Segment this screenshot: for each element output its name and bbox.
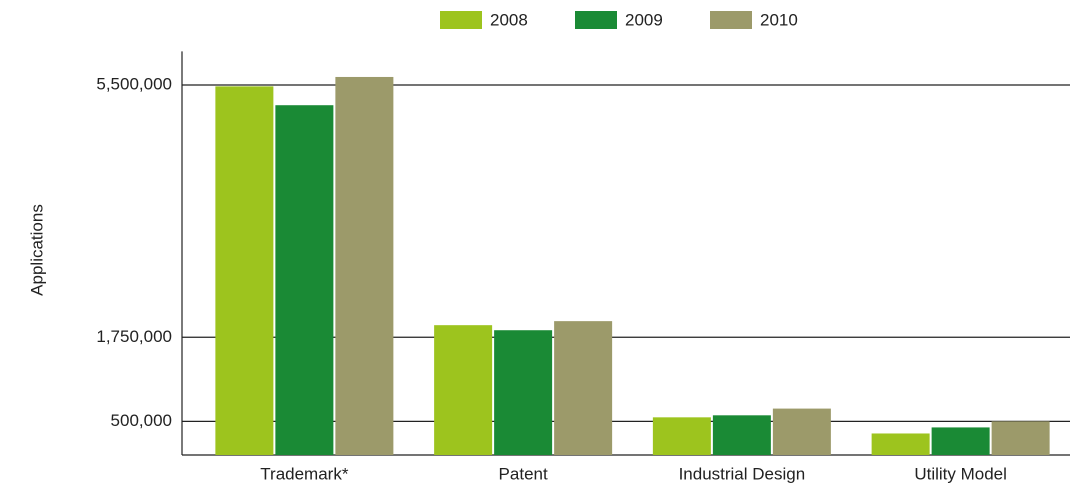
- bar: [215, 86, 274, 456]
- y-axis-label: Applications: [27, 204, 46, 296]
- bar: [554, 321, 613, 455]
- legend-swatch: [575, 11, 617, 29]
- bar: [712, 415, 771, 455]
- bar: [652, 417, 711, 455]
- x-tick-label: Industrial Design: [679, 464, 806, 483]
- legend-swatch: [440, 11, 482, 29]
- bar: [494, 330, 553, 455]
- y-tick-label: 5,500,000: [96, 75, 172, 94]
- bar: [991, 421, 1050, 455]
- legend-label: 2009: [625, 10, 663, 29]
- legend-label: 2010: [760, 10, 798, 29]
- x-tick-label: Utility Model: [914, 464, 1007, 483]
- bar: [931, 427, 990, 455]
- bar: [434, 325, 493, 455]
- x-tick-label: Trademark*: [260, 464, 349, 483]
- bar: [772, 408, 831, 455]
- y-tick-label: 500,000: [111, 411, 172, 430]
- legend-label: 2008: [490, 10, 528, 29]
- bar: [871, 433, 930, 455]
- y-tick-label: 1,750,000: [96, 327, 172, 346]
- bar: [275, 105, 334, 456]
- x-tick-label: Patent: [499, 464, 548, 483]
- bar: [335, 76, 394, 455]
- legend-swatch: [710, 11, 752, 29]
